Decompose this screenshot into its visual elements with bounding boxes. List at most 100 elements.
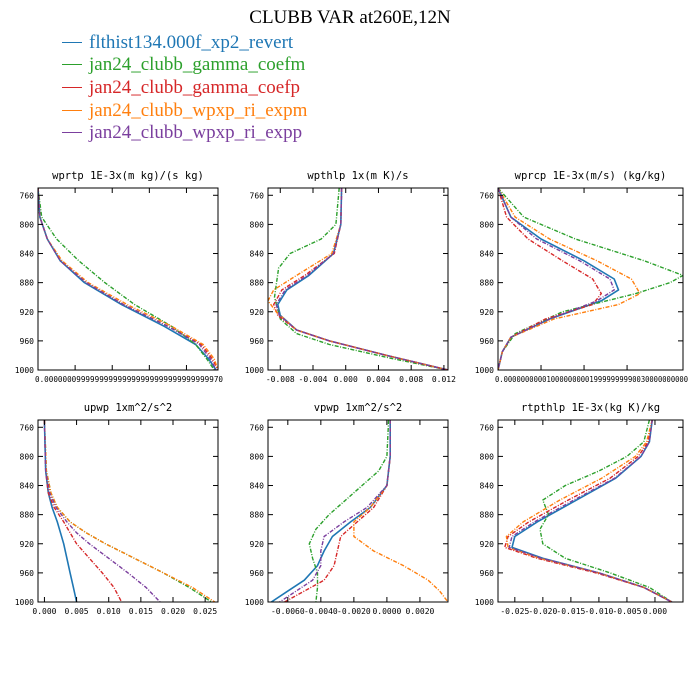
series-line	[498, 188, 620, 370]
chart-title: wprcp 1E-3x(m/s) (kg/kg)	[515, 170, 667, 182]
series-group	[38, 188, 218, 370]
y-tick-label: 840	[250, 482, 265, 491]
y-tick-label: 960	[250, 569, 265, 578]
y-tick-label: 760	[250, 423, 265, 432]
chart-panel: wprcp 1E-3x(m/s) (kg/kg) 760 800 840 880 920 9…	[475, 170, 688, 384]
y-tick-label: 960	[250, 337, 265, 346]
legend-label: jan24_clubb_wpxp_ri_expm	[89, 99, 308, 121]
y-tick-label: 880	[20, 511, 35, 520]
series-line	[504, 420, 673, 602]
y-tick-label: 1000	[245, 366, 264, 375]
y-tick-label: 840	[480, 482, 495, 491]
legend-swatch	[62, 41, 82, 43]
y-tick-label: 1000	[15, 366, 34, 375]
series-line	[43, 420, 123, 602]
x-tick-label: -0.005	[612, 607, 641, 616]
legend-item: jan24_clubb_gamma_coefp	[62, 76, 307, 99]
y-tick-label: 800	[480, 452, 495, 461]
chart-panel: wpthlp 1x(m K)/s7608008408809209601000-0…	[245, 170, 456, 384]
legend-item: jan24_clubb_wpxp_ri_expm	[62, 99, 307, 122]
series-line	[268, 188, 448, 370]
y-tick-label: 760	[480, 423, 495, 432]
legend-swatch	[62, 86, 82, 88]
plot-frame	[267, 187, 449, 371]
chart-panel: upwp 1xm^2/s^276080084088092096010000.00…	[15, 402, 219, 616]
series-line	[498, 188, 641, 370]
series-line	[539, 420, 673, 602]
series-line	[273, 188, 448, 370]
series-line	[273, 188, 448, 370]
y-tick-label: 1000	[475, 598, 494, 607]
legend-item: jan24_clubb_gamma_coefm	[62, 54, 307, 77]
x-tick-label: -0.020	[528, 607, 557, 616]
y-tick-label: 920	[480, 540, 495, 549]
series-group	[43, 420, 216, 602]
series-line	[353, 420, 448, 602]
series-line	[275, 188, 448, 370]
x-tick-label: 0.000	[334, 375, 358, 384]
y-tick-label: 960	[20, 337, 35, 346]
x-tick-label: 0.008	[399, 375, 423, 384]
legend-swatch	[62, 132, 82, 134]
chart-title: wpthlp 1x(m K)/s	[307, 170, 408, 182]
chart-title: upwp 1xm^2/s^2	[84, 402, 173, 414]
legend-label: jan24_clubb_gamma_coefm	[89, 54, 306, 76]
x-tick-label: -0.0020	[337, 607, 371, 616]
series-line	[38, 188, 217, 370]
x-tick-label: 0.0000	[372, 607, 401, 616]
x-tick-label: 0.025	[193, 607, 217, 616]
x-tick-label: -0.0040	[304, 607, 338, 616]
y-tick-label: 840	[480, 250, 495, 259]
y-tick-label: 760	[20, 423, 35, 432]
y-tick-label: 760	[20, 191, 35, 200]
y-tick-label: 800	[250, 452, 265, 461]
x-tick-label: 0.005	[65, 607, 89, 616]
plot-frame	[267, 419, 449, 603]
legend-swatch	[62, 64, 82, 66]
x-tick-label: 0.015	[129, 607, 153, 616]
y-tick-label: 1000	[15, 598, 34, 607]
chart-panel: rtpthlp 1E-3x(kg K)/kg 760 800 840 880 920 960…	[475, 402, 684, 616]
series-group	[504, 420, 673, 602]
legend-item: jan24_clubb_wpxp_ri_expp	[62, 121, 307, 144]
x-tick-label: -0.004	[299, 375, 328, 384]
y-tick-label: 760	[480, 191, 495, 200]
x-tick-labels-overlapping: 0.00000009999999999999999999999999999997…	[35, 375, 223, 384]
y-tick-label: 960	[480, 337, 495, 346]
x-tick-label: 0.020	[161, 607, 185, 616]
x-tick-label: 0.0020	[405, 607, 434, 616]
series-line	[511, 420, 673, 602]
x-tick-label: 0.010	[97, 607, 121, 616]
legend-label: jan24_clubb_wpxp_ri_expp	[89, 122, 303, 144]
y-tick-label: 880	[250, 279, 265, 288]
y-tick-label: 800	[250, 220, 265, 229]
y-tick-label: 880	[480, 511, 495, 520]
y-tick-label: 840	[250, 250, 265, 259]
series-line	[43, 420, 212, 602]
y-tick-label: 800	[20, 452, 35, 461]
legend-label: jan24_clubb_gamma_coefp	[89, 76, 301, 98]
series-line	[38, 188, 215, 370]
legend-item: flthist134.000f_xp2_revert	[62, 31, 307, 54]
y-tick-label: 840	[20, 482, 35, 491]
series-line	[270, 420, 392, 602]
chart-title: wprtp 1E-3x(m kg)/(s kg)	[52, 170, 204, 182]
plot-frame	[497, 187, 684, 371]
series-line	[276, 188, 448, 370]
series-line	[308, 420, 390, 602]
y-tick-label: 920	[250, 540, 265, 549]
series-line	[284, 420, 391, 602]
series-line	[498, 188, 602, 370]
chart-title: rtpthlp 1E-3x(kg K)/kg	[521, 402, 660, 414]
y-tick-label: 840	[20, 250, 35, 259]
series-line	[38, 188, 217, 370]
legend-swatch	[62, 109, 82, 111]
series-line	[498, 188, 615, 370]
series-line	[498, 188, 683, 370]
y-tick-label: 800	[480, 220, 495, 229]
y-tick-label: 960	[480, 569, 495, 578]
y-tick-label: 880	[20, 279, 35, 288]
series-line	[43, 420, 161, 602]
y-tick-label: 920	[250, 308, 265, 317]
series-line	[43, 420, 216, 602]
